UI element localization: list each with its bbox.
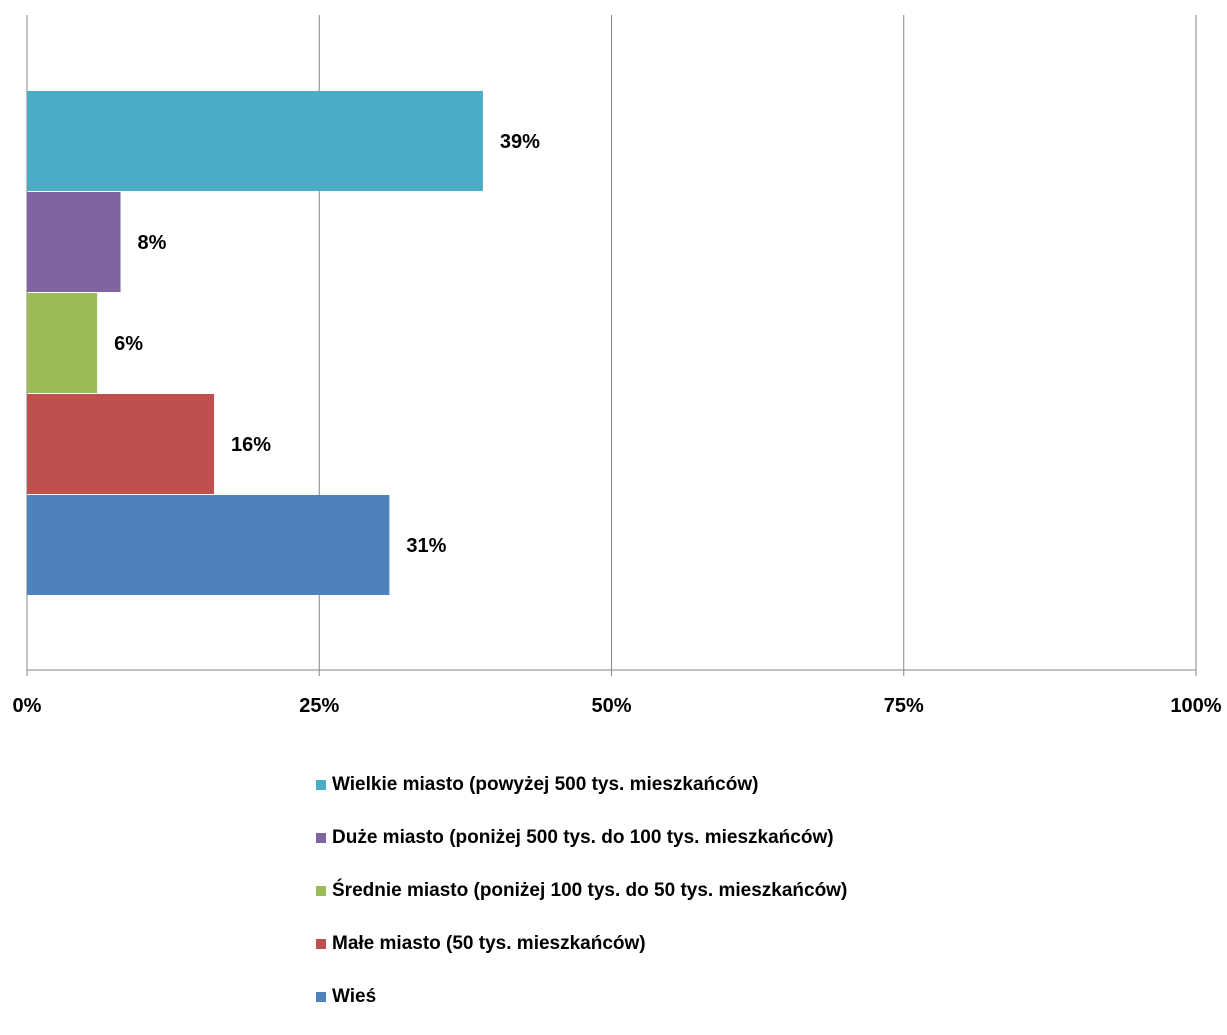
bar (27, 394, 215, 494)
bar (27, 293, 98, 393)
legend: Wielkie miasto (powyżej 500 tys. mieszka… (316, 770, 1116, 1035)
x-tick-label: 0% (13, 695, 42, 717)
bar-chart: 0% 25% 50% 75% 100% 39% 8% 6% 16% 31% (13, 15, 1222, 717)
legend-item: Wielkie miasto (powyżej 500 tys. mieszka… (316, 770, 1116, 800)
data-label: 31% (406, 535, 446, 557)
legend-item: Duże miasto (poniżej 500 tys. do 100 tys… (316, 823, 1116, 853)
legend-label: Średnie miasto (poniżej 100 tys. do 50 t… (332, 880, 848, 901)
data-label: 6% (114, 333, 143, 355)
data-label: 16% (231, 434, 271, 456)
bar (27, 91, 483, 191)
legend-label: Wieś (332, 986, 377, 1007)
data-label: 8% (138, 232, 167, 254)
x-tick-label: 100% (1170, 695, 1221, 717)
bar (27, 495, 390, 595)
legend-swatch-wies (316, 992, 326, 1002)
x-tick-label: 50% (591, 695, 631, 717)
legend-label: Małe miasto (50 tys. mieszkańców) (332, 933, 646, 954)
legend-item: Wieś (316, 982, 1116, 1012)
legend-label: Duże miasto (poniżej 500 tys. do 100 tys… (332, 827, 834, 848)
legend-item: Średnie miasto (poniżej 100 tys. do 50 t… (316, 876, 1116, 906)
legend-item: Małe miasto (50 tys. mieszkańców) (316, 929, 1116, 959)
legend-swatch-wielkie (316, 780, 326, 790)
legend-swatch-duze (316, 833, 326, 843)
data-label: 39% (500, 131, 540, 153)
legend-swatch-srednie (316, 886, 326, 896)
legend-swatch-male (316, 939, 326, 949)
bar (27, 192, 121, 292)
legend-label: Wielkie miasto (powyżej 500 tys. mieszka… (332, 774, 759, 795)
x-tick-label: 25% (299, 695, 339, 717)
chart: 0% 25% 50% 75% 100% 39% 8% 6% 16% 31% Wielkie mia… (13, 15, 1222, 1007)
x-tick-label: 75% (884, 695, 924, 717)
